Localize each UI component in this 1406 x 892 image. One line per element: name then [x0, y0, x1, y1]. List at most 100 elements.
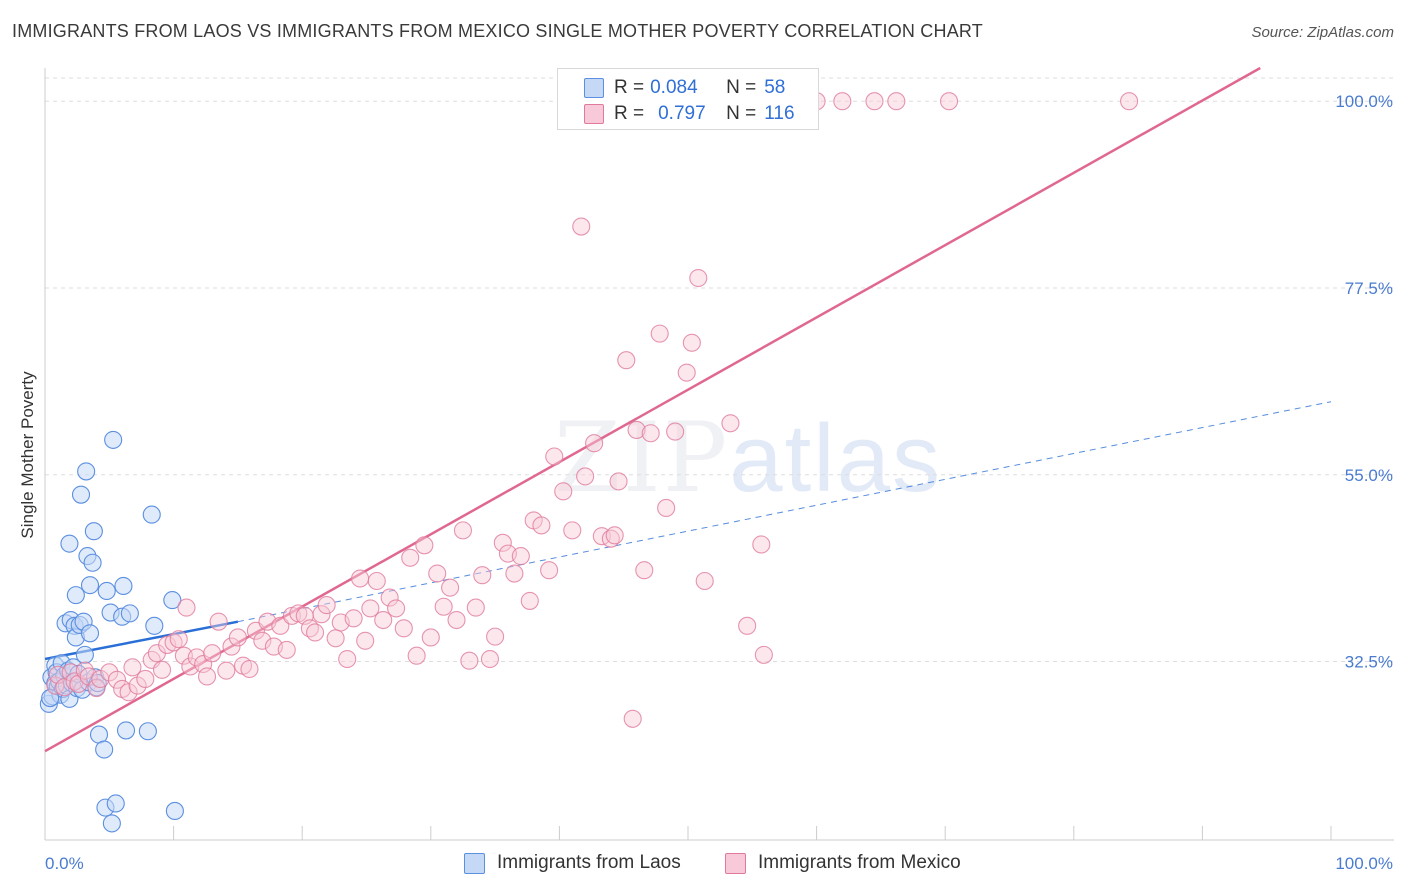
mexico-point: [277, 640, 296, 659]
mexico-point: [689, 268, 708, 288]
mexico-point: [356, 631, 375, 650]
laos-point: [163, 591, 182, 610]
mexico-point: [460, 651, 479, 670]
mexico-point: [217, 661, 236, 680]
laos-point: [102, 814, 121, 833]
y-tick-label: 77.5%: [1345, 279, 1393, 298]
laos-point: [60, 534, 79, 553]
mexico-point: [677, 363, 696, 382]
mexico-point: [563, 521, 582, 540]
mexico-n-value: 116: [764, 103, 795, 124]
mexico-point: [407, 646, 426, 665]
mexico-point: [833, 92, 852, 111]
mexico-point: [177, 598, 196, 617]
stats-row-laos: R = 0.084 N = 58: [584, 76, 785, 100]
mexico-point: [609, 472, 628, 491]
laos-point: [120, 604, 139, 623]
chart-source: Source: ZipAtlas.com: [1251, 24, 1394, 41]
mexico-point: [641, 424, 660, 443]
tick-labels: 32.5% 55.0% 77.5% 100.0% 0.0% 100.0%: [45, 92, 1393, 873]
mexico-r-value: 0.797: [658, 103, 706, 124]
mexico-point: [666, 422, 685, 441]
mexico-point: [682, 333, 701, 352]
mexico-point: [367, 571, 386, 591]
mexico-point: [623, 709, 642, 728]
laos-point: [97, 581, 116, 601]
mexico-point: [865, 92, 884, 111]
mexico-point: [46, 676, 65, 695]
mexico-point: [55, 678, 74, 697]
laos-point: [66, 586, 85, 605]
mexico-point: [312, 605, 331, 624]
mexico-point: [164, 633, 183, 652]
mexico-point: [306, 623, 325, 642]
mexico-point: [572, 217, 591, 236]
watermark-part2: atlas: [729, 405, 942, 512]
laos-n-value: 58: [764, 77, 786, 98]
chart-title: IMMIGRANTS FROM LAOS VS IMMIGRANTS FROM …: [12, 21, 983, 41]
laos-point: [145, 616, 164, 635]
mexico-point: [415, 536, 434, 555]
laos-point: [75, 645, 94, 664]
laos-swatch: [584, 78, 604, 98]
laos-point: [95, 740, 114, 759]
mexico-point: [123, 658, 142, 677]
mexico-point: [695, 571, 714, 591]
mexico-point: [387, 599, 406, 618]
watermark: ZIPatlas: [554, 402, 942, 514]
mexico-point: [738, 616, 757, 635]
mexico-point: [511, 547, 530, 566]
mexico-point: [540, 561, 559, 580]
x-tick-label-min: 0.0%: [45, 854, 84, 873]
legend-laos-swatch: [464, 852, 485, 874]
mexico-point: [87, 679, 106, 698]
mexico-point: [228, 628, 247, 647]
laos-point: [83, 553, 102, 572]
laos-point: [80, 576, 100, 595]
mexico-point: [428, 564, 447, 583]
legend-item-laos: Immigrants from Laos: [464, 852, 681, 874]
mexico-point: [532, 516, 551, 535]
mexico-swatch: [584, 104, 604, 124]
mexico-point: [441, 578, 460, 597]
laos-trend-extension: [237, 401, 1332, 623]
mexico-point: [650, 324, 669, 343]
mexico-point: [453, 521, 473, 540]
y-tick-label: 32.5%: [1345, 653, 1393, 672]
mexico-point: [466, 598, 485, 617]
laos-point: [116, 721, 136, 740]
mexico-point: [554, 482, 573, 501]
mexico-point: [576, 467, 595, 486]
mexico-r-label: R =: [614, 103, 645, 124]
mexico-point: [240, 659, 259, 679]
mexico-point: [222, 637, 241, 656]
mexico-point: [585, 434, 604, 453]
mexico-point: [401, 548, 420, 567]
y-tick-label: 100.0%: [1335, 92, 1393, 111]
mexico-point: [394, 619, 413, 638]
laos-point: [77, 462, 96, 481]
mexico-point: [1120, 92, 1139, 111]
mexico-point: [447, 610, 466, 630]
laos-point: [114, 576, 133, 596]
mexico-point: [421, 628, 440, 647]
mexico-point: [752, 535, 771, 554]
mexico-point: [940, 92, 959, 111]
mexico-point: [169, 630, 188, 649]
laos-point: [104, 430, 123, 449]
mexico-point: [338, 649, 357, 669]
mexico-point: [721, 414, 740, 433]
laos-point: [106, 794, 125, 813]
mexico-point: [545, 447, 564, 466]
mexico-point: [493, 533, 512, 552]
mexico-point: [605, 526, 624, 545]
mexico-point: [253, 631, 272, 650]
laos-point: [138, 722, 157, 741]
mexico-point: [380, 588, 399, 607]
mexico-point: [152, 660, 172, 679]
mexico-point: [271, 616, 290, 635]
mexico-point: [635, 561, 654, 580]
mexico-point: [128, 676, 147, 695]
mexico-point: [351, 569, 370, 588]
y-tick-label: 55.0%: [1345, 466, 1393, 485]
